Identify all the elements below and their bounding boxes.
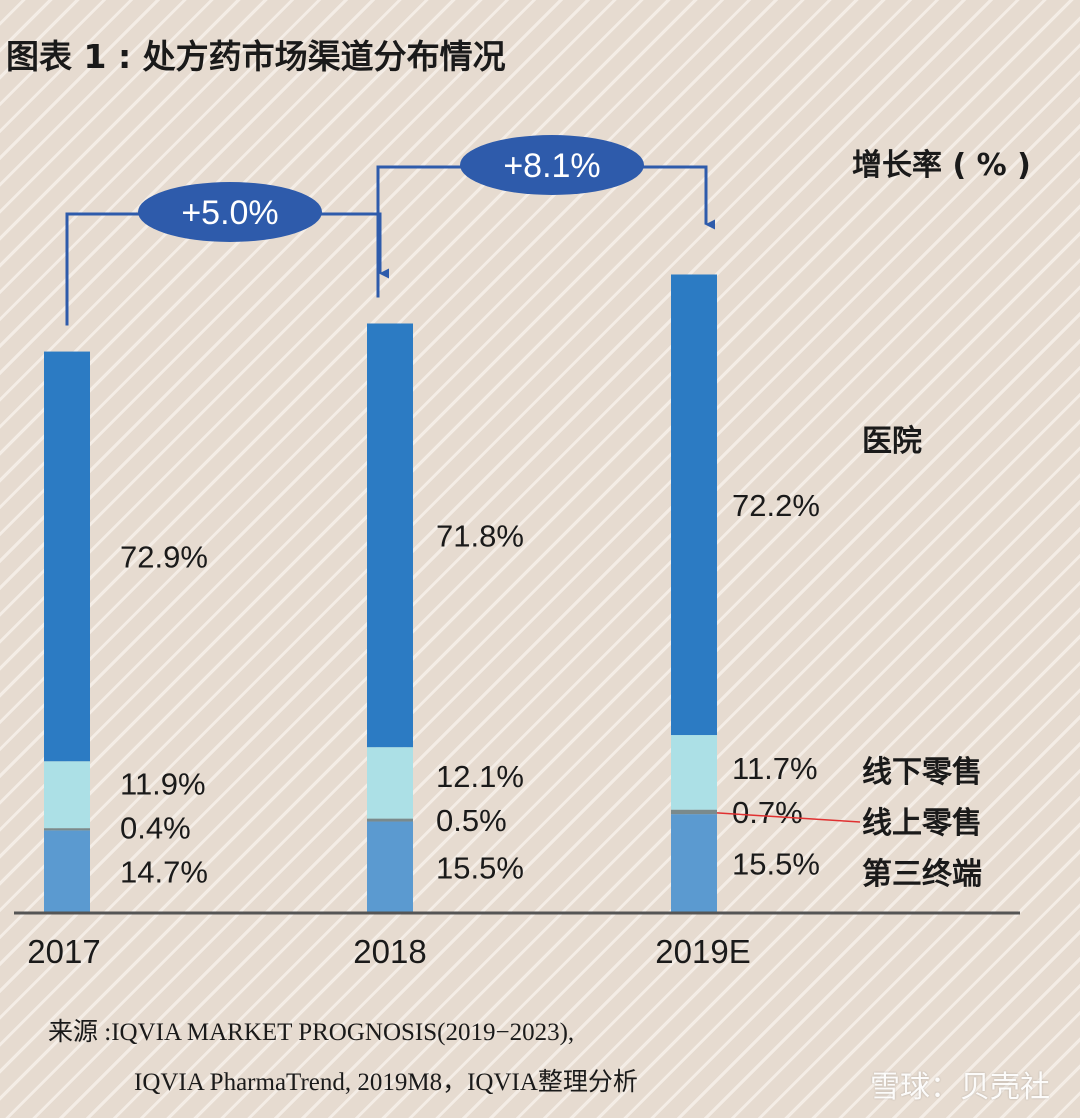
bar-segment-3-2018 <box>367 747 413 819</box>
value-label-4-2017: 72.9% <box>120 539 208 574</box>
growth-label-2017-2018: +5.0% <box>181 194 278 232</box>
x-tick-label-2019E: 2019E <box>655 933 750 970</box>
bar-segment-3-2017 <box>44 761 90 829</box>
value-label-4-2019E: 72.2% <box>732 488 820 523</box>
x-tick-label-2017: 2017 <box>27 933 100 970</box>
series-label-3: 线下零售 <box>862 755 982 790</box>
value-label-2-2019E: 0.7% <box>732 795 803 830</box>
bar-segment-4-2019E <box>671 274 717 736</box>
value-label-1-2018: 15.5% <box>436 850 524 885</box>
value-label-3-2019E: 11.7% <box>732 751 818 786</box>
bar-segment-1-2018 <box>367 821 413 913</box>
bar-segment-2-2019E <box>671 809 717 815</box>
bar-segment-4-2018 <box>367 323 413 748</box>
series-label-4: 医院 <box>862 424 922 459</box>
value-label-1-2017: 14.7% <box>120 855 208 890</box>
value-label-2-2017: 0.4% <box>120 811 191 846</box>
chart-title: 图表 1 : 处方药市场渠道分布情况 <box>6 37 506 76</box>
growth-bubble-2018-2019E <box>460 135 644 195</box>
x-tick-label-2018: 2018 <box>353 933 426 970</box>
bar-segment-3-2019E <box>671 735 717 810</box>
series-label-2: 线上零售 <box>862 806 982 841</box>
growth-bubble-2017-2018 <box>138 182 322 242</box>
bar-segment-4-2017 <box>44 351 90 762</box>
bar-segment-1-2019E <box>671 814 717 913</box>
value-label-4-2018: 71.8% <box>436 518 524 553</box>
bar-segment-2-2017 <box>44 828 90 831</box>
pointer-line <box>716 812 861 823</box>
bar-segment-1-2017 <box>44 830 90 913</box>
value-label-2-2018: 0.5% <box>436 803 507 838</box>
growth-label-2018-2019E: +8.1% <box>503 147 600 185</box>
value-label-3-2017: 11.9% <box>120 767 206 802</box>
series-label-1: 第三终端 <box>862 857 982 892</box>
value-label-1-2019E: 15.5% <box>732 847 820 882</box>
source-line-1: 来源 :IQVIA MARKET PROGNOSIS(2019−2023), <box>48 1019 575 1046</box>
watermark: 雪球：贝壳社 <box>870 1070 1050 1105</box>
growth-rate-title: 增长率 ( % ) <box>852 148 1031 183</box>
bar-segment-2-2018 <box>367 818 413 822</box>
value-label-3-2018: 12.1% <box>436 759 524 794</box>
source-line-2: IQVIA PharmaTrend, 2019M8，IQVIA整理分析 <box>134 1069 638 1096</box>
